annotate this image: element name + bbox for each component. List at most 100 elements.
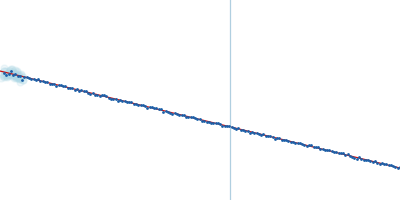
Point (299, 142, 305, 146)
Point (378, 162, 385, 165)
Point (256, 133, 262, 136)
Point (383, 162, 390, 166)
Point (1, 71, 7, 74)
Point (210, 121, 216, 124)
Point (194, 117, 201, 120)
Point (21, 76, 28, 79)
Point (190, 116, 196, 119)
Point (310, 145, 317, 149)
Point (376, 162, 383, 165)
Point (217, 123, 224, 126)
Point (290, 141, 296, 144)
Point (317, 147, 324, 151)
Point (185, 116, 192, 119)
Point (276, 137, 282, 140)
Point (240, 128, 246, 131)
Point (10, 74, 16, 77)
Point (340, 152, 346, 155)
Point (176, 113, 182, 117)
Point (344, 153, 351, 156)
Point (278, 138, 285, 141)
Point (397, 166, 400, 169)
Point (212, 122, 219, 125)
Point (165, 110, 171, 113)
Point (322, 148, 328, 152)
Point (312, 145, 319, 148)
Point (301, 143, 308, 146)
Point (360, 158, 367, 161)
Point (180, 113, 187, 116)
Point (354, 157, 360, 160)
Point (51, 82, 57, 86)
Point (130, 102, 137, 105)
Point (53, 84, 60, 88)
Point (96, 94, 103, 97)
Point (265, 134, 271, 138)
Point (156, 108, 162, 111)
Point (178, 113, 185, 117)
Point (106, 96, 112, 99)
Point (269, 135, 276, 138)
Point (288, 140, 294, 143)
Point (169, 112, 176, 115)
Point (351, 156, 358, 159)
Point (262, 134, 269, 137)
Point (244, 130, 251, 133)
Point (233, 127, 239, 130)
Point (304, 144, 310, 147)
Point (142, 105, 148, 108)
Point (40, 80, 46, 83)
Point (126, 101, 132, 104)
Point (112, 97, 119, 100)
Point (26, 76, 32, 80)
Point (46, 82, 53, 86)
Point (324, 148, 330, 152)
Point (167, 112, 173, 115)
Point (196, 118, 203, 121)
Point (60, 85, 66, 88)
Point (119, 99, 126, 102)
Point (208, 121, 214, 124)
Point (108, 98, 114, 101)
Point (78, 88, 84, 91)
Point (335, 151, 342, 154)
Point (35, 78, 41, 81)
Point (219, 125, 226, 128)
Point (19, 78, 26, 82)
Point (158, 108, 164, 111)
Point (251, 131, 258, 134)
Point (62, 84, 69, 87)
Point (140, 103, 146, 106)
Point (76, 89, 82, 92)
Point (228, 125, 235, 128)
Point (392, 165, 399, 168)
Point (258, 133, 264, 136)
Point (347, 154, 353, 157)
Point (308, 144, 314, 147)
Point (242, 130, 248, 133)
Point (64, 86, 71, 90)
Point (101, 94, 107, 97)
Point (37, 80, 44, 83)
Point (87, 92, 94, 96)
Point (370, 161, 376, 164)
Point (12, 72, 18, 75)
Point (85, 92, 92, 95)
Point (122, 100, 128, 103)
Point (356, 156, 362, 159)
Point (30, 77, 37, 81)
Point (215, 122, 221, 125)
Point (342, 153, 348, 156)
Point (388, 164, 394, 167)
Point (110, 97, 116, 100)
Point (285, 140, 292, 143)
Point (83, 90, 89, 93)
Point (206, 120, 212, 124)
Point (146, 105, 153, 109)
Point (69, 87, 76, 90)
Point (8, 69, 14, 72)
Point (386, 163, 392, 166)
Point (103, 94, 110, 97)
Point (272, 137, 278, 140)
Point (56, 84, 62, 87)
